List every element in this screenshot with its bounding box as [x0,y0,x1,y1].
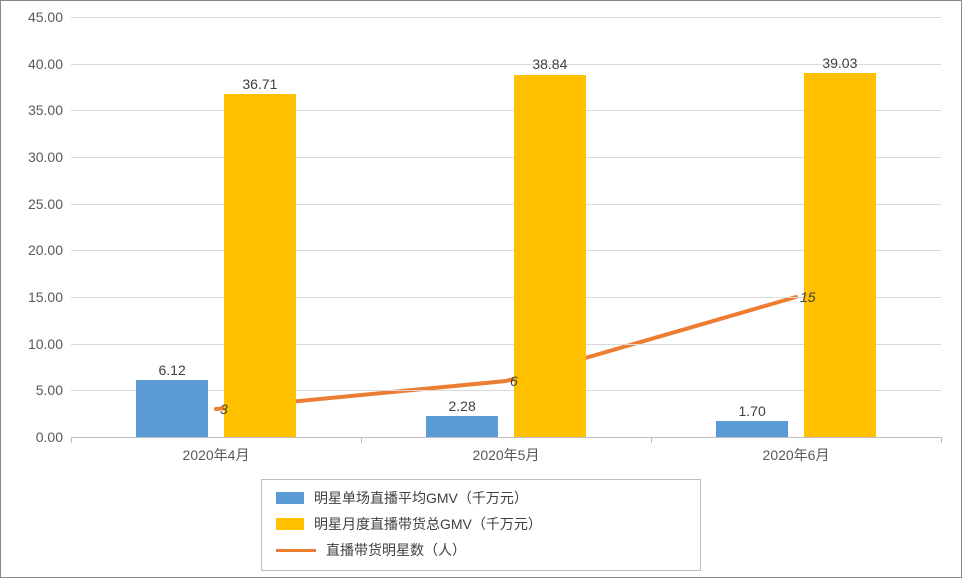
x-category-label: 2020年5月 [473,445,540,465]
y-tick-label: 25.00 [3,196,63,212]
bar-label: 6.12 [159,362,186,378]
x-tick-mark [71,437,72,443]
x-tick-mark [941,437,942,443]
gridline [71,17,941,18]
bar-total-gmv [514,75,586,438]
bar-label: 1.70 [739,403,766,419]
legend-item-bar1: 明星单场直播平均GMV（千万元） [276,488,528,508]
bar-label: 2.28 [449,398,476,414]
y-tick-label: 0.00 [3,429,63,445]
x-category-label: 2020年4月 [183,445,250,465]
bar-label: 36.71 [242,76,277,92]
legend-label-bar1: 明星单场直播平均GMV（千万元） [314,488,528,508]
legend-label-bar2: 明星月度直播带货总GMV（千万元） [314,514,542,534]
line-point-label: 6 [510,373,518,389]
bar-label: 38.84 [532,56,567,72]
bar-avg-gmv [426,416,498,437]
y-tick-label: 45.00 [3,9,63,25]
y-tick-label: 20.00 [3,242,63,258]
legend-item-bar2: 明星月度直播带货总GMV（千万元） [276,514,542,534]
y-tick-label: 35.00 [3,102,63,118]
y-tick-label: 30.00 [3,149,63,165]
y-tick-label: 40.00 [3,56,63,72]
plot-area: 6.12 36.71 3 2.28 38.84 6 1.70 39.03 15 [71,17,941,437]
y-tick-label: 15.00 [3,289,63,305]
bar-avg-gmv [136,380,208,437]
y-tick-label: 5.00 [3,382,63,398]
legend: 明星单场直播平均GMV（千万元） 明星月度直播带货总GMV（千万元） 直播带货明… [261,479,701,571]
bar-avg-gmv [716,421,788,437]
gridline [71,64,941,65]
chart-container: 0.00 5.00 10.00 15.00 20.00 25.00 30.00 35.00 40… [0,0,962,578]
bar-label: 39.03 [822,55,857,71]
legend-swatch-bar1 [276,492,304,504]
line-point-label: 15 [800,289,816,305]
legend-line-icon [276,549,316,552]
line-point-label: 3 [220,401,228,417]
legend-swatch-bar2 [276,518,304,530]
x-tick-mark [361,437,362,443]
x-category-label: 2020年6月 [763,445,830,465]
y-tick-label: 10.00 [3,336,63,352]
y-axis: 0.005.0010.0015.0020.0025.0030.0035.0040… [1,17,71,437]
x-axis: 2020年4月 2020年5月 2020年6月 [71,437,941,467]
bar-total-gmv [224,94,296,437]
bar-total-gmv [804,73,876,437]
legend-label-line: 直播带货明星数（人） [326,540,466,560]
legend-item-line: 直播带货明星数（人） [276,540,466,560]
x-tick-mark [651,437,652,443]
